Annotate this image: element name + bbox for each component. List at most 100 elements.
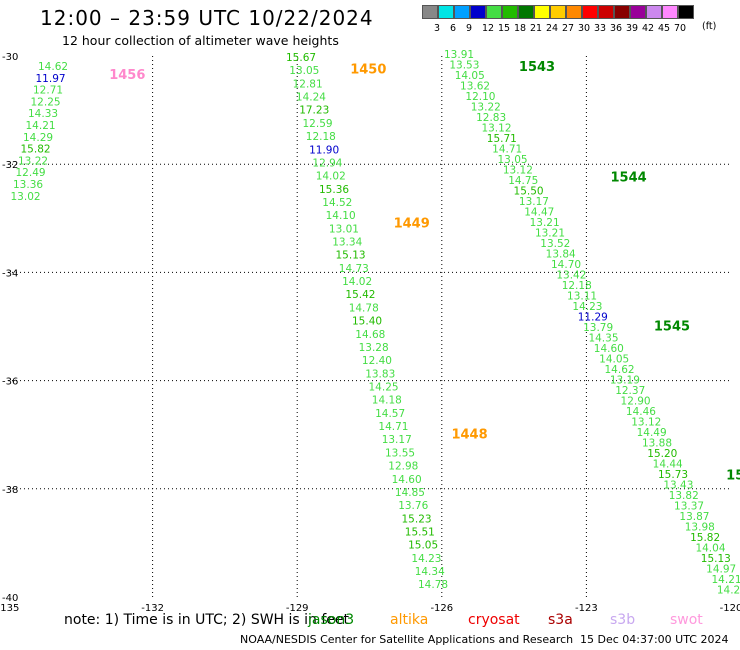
- wave-height-value: 15.36: [319, 184, 349, 196]
- generated-timestamp: 15 Dec 04:37:00 UTC 2024: [580, 633, 729, 646]
- wave-height-value: 12.98: [388, 461, 418, 473]
- wave-height-value: 14.18: [372, 395, 402, 407]
- pass-label: 1448: [451, 428, 487, 443]
- credit-line: NOAA/NESDIS Center for Satellite Applica…: [240, 633, 574, 646]
- wave-height-value: 13.21: [530, 217, 560, 229]
- scale-swatch: [630, 5, 646, 19]
- scale-label: 39: [626, 23, 639, 34]
- wave-height-value: 14.02: [316, 171, 346, 183]
- wave-height-value: 13.22: [18, 155, 48, 167]
- wave-height-value: 14.47: [524, 207, 554, 219]
- lat-tick-label: -34: [2, 268, 18, 279]
- wave-height-value: 13.98: [685, 522, 715, 534]
- wave-height-value: 15.82: [690, 532, 720, 544]
- wave-height-value: 14.04: [695, 543, 725, 555]
- wave-height-value: 12.25: [31, 96, 61, 108]
- wave-height-value: 14.23: [572, 301, 602, 313]
- scale-swatch: [566, 5, 582, 19]
- scale-swatch: [678, 5, 694, 19]
- wave-height-value: 13.19: [610, 375, 640, 387]
- scale-label: 24: [546, 23, 559, 34]
- scale-swatch: [582, 5, 598, 19]
- wave-height-value: 13.05: [498, 154, 528, 166]
- pass-label: 1450: [350, 63, 386, 78]
- wave-height-value: 12.81: [293, 78, 323, 90]
- lon-tick-label: -126: [430, 603, 453, 614]
- wave-height-value: 15.50: [514, 186, 544, 198]
- wave-height-value: 14.71: [378, 421, 408, 433]
- wave-height-value: 13.43: [663, 480, 693, 492]
- wave-height-value: 14.60: [594, 343, 624, 355]
- scale-label: 18: [514, 23, 527, 34]
- wave-height-value: 12.18: [562, 280, 592, 292]
- wave-height-value: 12.83: [476, 112, 506, 124]
- wave-height-value: 14.97: [706, 564, 736, 576]
- wave-height-value: 13.12: [631, 417, 661, 429]
- scale-label: 12: [482, 23, 495, 34]
- wave-height-value: 13.05: [289, 65, 319, 77]
- legend-cryosat: cryosat: [468, 612, 520, 628]
- wave-height-value: 14.60: [392, 474, 422, 486]
- scale-label: 6: [450, 23, 457, 34]
- legend-swot-label: swot: [670, 612, 703, 628]
- lon-tick-label: -123: [575, 603, 598, 614]
- wave-height-value: 14.05: [455, 70, 485, 82]
- wave-height-value: 13.21: [535, 228, 565, 240]
- scale-label: 9: [466, 23, 473, 34]
- legend-altika: altika: [390, 612, 428, 628]
- scale-label: 27: [562, 23, 575, 34]
- wave-height-value: 14.68: [355, 329, 385, 341]
- legend-jason3-label: jason3: [308, 612, 355, 628]
- legend-s3b: s3b: [610, 612, 635, 628]
- scale-label: 30: [578, 23, 591, 34]
- scale-label: 36: [610, 23, 623, 34]
- wave-height-value: 15.42: [345, 289, 375, 301]
- wave-height-value: 14.25: [369, 382, 399, 394]
- wave-height-value: 15.67: [286, 52, 316, 64]
- wave-height-value: 12.10: [465, 91, 495, 103]
- legend-s3b-label: s3b: [610, 612, 636, 628]
- wave-height-value: 14.46: [626, 406, 656, 418]
- wave-height-value: 13.17: [382, 434, 412, 446]
- wave-height-value: 15.13: [701, 553, 731, 565]
- legend-s3a-label: s3a: [548, 612, 573, 628]
- lon-tick-label: -129: [286, 603, 309, 614]
- lat-tick-label: -38: [2, 485, 18, 496]
- wave-height-value: 14.22: [717, 585, 740, 597]
- wave-height-value: 13.91: [444, 49, 474, 61]
- pass-label: 1546: [726, 468, 740, 483]
- wave-height-value: 14.21: [712, 574, 740, 586]
- wave-height-value: 14.35: [588, 333, 618, 345]
- wave-height-value: 14.10: [326, 210, 356, 222]
- wave-height-value: 15.05: [408, 540, 438, 552]
- wave-height-value: 15.82: [21, 144, 51, 156]
- legend-jason3: jason3: [308, 612, 354, 628]
- wave-height-value: 14.34: [415, 566, 445, 578]
- wave-height-value: 11.90: [309, 144, 339, 156]
- wave-height-value: 13.55: [385, 447, 415, 459]
- wave-height-value: 13.52: [540, 238, 570, 250]
- wave-height-value: 11.97: [36, 73, 66, 85]
- lon-tick-label: -132: [141, 603, 164, 614]
- scale-swatch: [454, 5, 470, 19]
- wave-height-value: 13.82: [669, 490, 699, 502]
- scale-swatch: [470, 5, 486, 19]
- wave-height-value: 14.29: [23, 132, 53, 144]
- scale-label: 15: [498, 23, 511, 34]
- legend-cryosat-label: cryosat: [468, 612, 520, 628]
- wave-height-value: 14.57: [375, 408, 405, 420]
- wave-height-value: 13.76: [398, 500, 428, 512]
- lon-tick-label: -120: [720, 603, 740, 614]
- wave-height-value: 13.83: [365, 368, 395, 380]
- scale-swatch: [614, 5, 630, 19]
- lat-tick-label: -36: [2, 377, 18, 388]
- wave-height-value: 15.20: [647, 448, 677, 460]
- wave-height-value: 13.87: [679, 511, 709, 523]
- wave-height-value: 13.36: [13, 179, 43, 191]
- wave-height-value: 14.71: [492, 144, 522, 156]
- wave-height-value: 13.84: [546, 249, 576, 261]
- color-scale-legend: 3 6 9 12 15 18 21 24 27 30 33 36 39 42 45 70: [422, 5, 694, 34]
- scale-swatch: [598, 5, 614, 19]
- wave-height-value: 14.02: [342, 276, 372, 288]
